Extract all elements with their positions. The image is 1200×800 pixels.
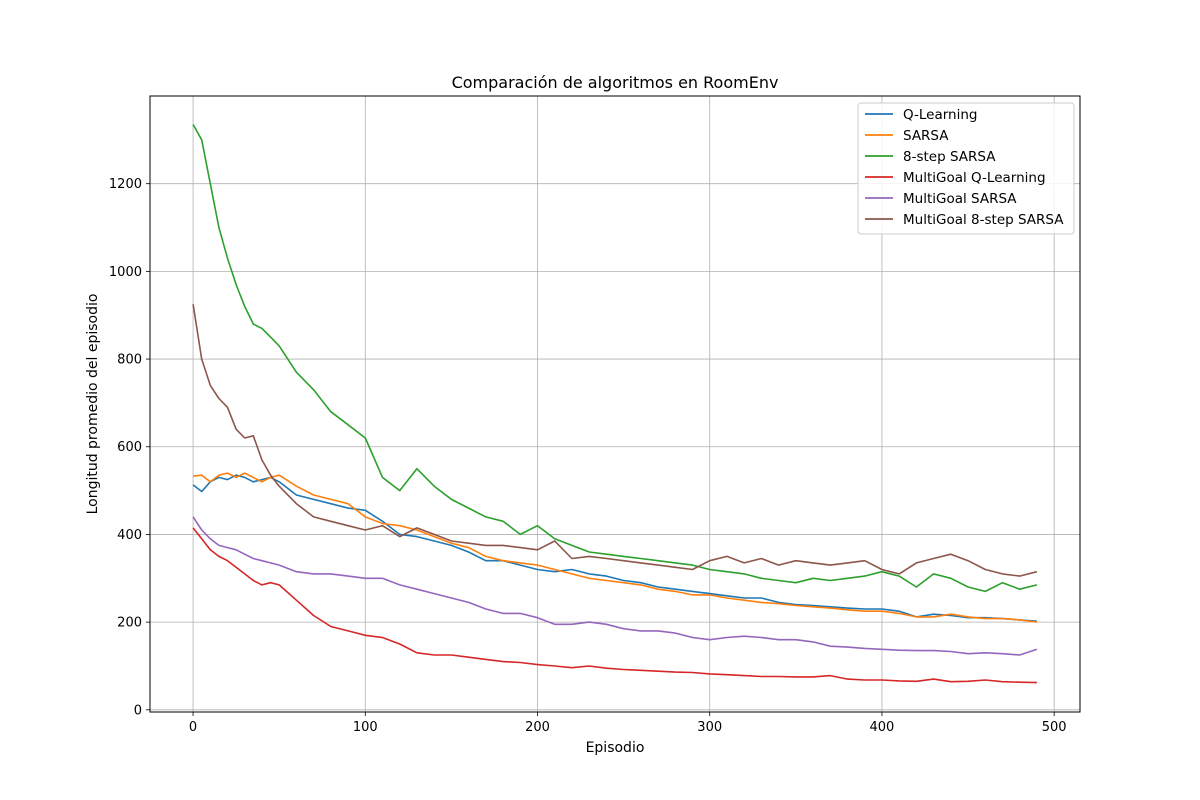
- y-tick-label: 1200: [109, 177, 142, 192]
- y-tick-label: 800: [117, 353, 142, 368]
- legend: Q-Learning SARSA 8-step SARSA MultiGoal Q-L…: [857, 102, 1075, 235]
- series-line-3: [192, 527, 1037, 684]
- y-tick-label: 1000: [109, 265, 142, 280]
- legend-label: SARSA: [903, 128, 949, 144]
- y-tick-label: 0: [134, 703, 142, 718]
- series-lines: [192, 124, 1038, 684]
- legend-box: [857, 102, 1075, 235]
- x-axis-label: Episodio: [586, 740, 645, 756]
- y-tick-label: 600: [117, 440, 142, 455]
- y-tick-label: 400: [117, 528, 142, 543]
- series-line-1: [193, 472, 1038, 623]
- plot-frame: [149, 95, 1081, 713]
- x-tick-label: 500: [1042, 720, 1067, 735]
- y-axis: 0 200 400 600 800 1000 1200: [109, 177, 150, 718]
- x-axis: 0 100 200 300 400 500: [189, 712, 1067, 735]
- chart-title: Comparación de algoritmos en RoomEnv: [452, 73, 779, 92]
- x-tick-label: 300: [697, 720, 722, 735]
- series-line-2: [192, 124, 1038, 593]
- series-line-5: [192, 304, 1038, 577]
- legend-label: MultiGoal 8-step SARSA: [903, 212, 1064, 228]
- legend-label: Q-Learning: [903, 107, 977, 123]
- legend-label: 8-step SARSA: [903, 149, 996, 165]
- y-axis-label: Longitud promedio del episodio: [85, 294, 101, 515]
- x-tick-label: 100: [353, 720, 378, 735]
- grid: [150, 96, 1080, 712]
- series-line-4: [192, 516, 1038, 656]
- x-tick-label: 0: [189, 720, 197, 735]
- legend-label: MultiGoal SARSA: [903, 191, 1017, 207]
- y-tick-label: 200: [117, 616, 142, 631]
- x-tick-label: 200: [525, 720, 550, 735]
- legend-label: MultiGoal Q-Learning: [903, 170, 1046, 186]
- x-tick-label: 400: [870, 720, 895, 735]
